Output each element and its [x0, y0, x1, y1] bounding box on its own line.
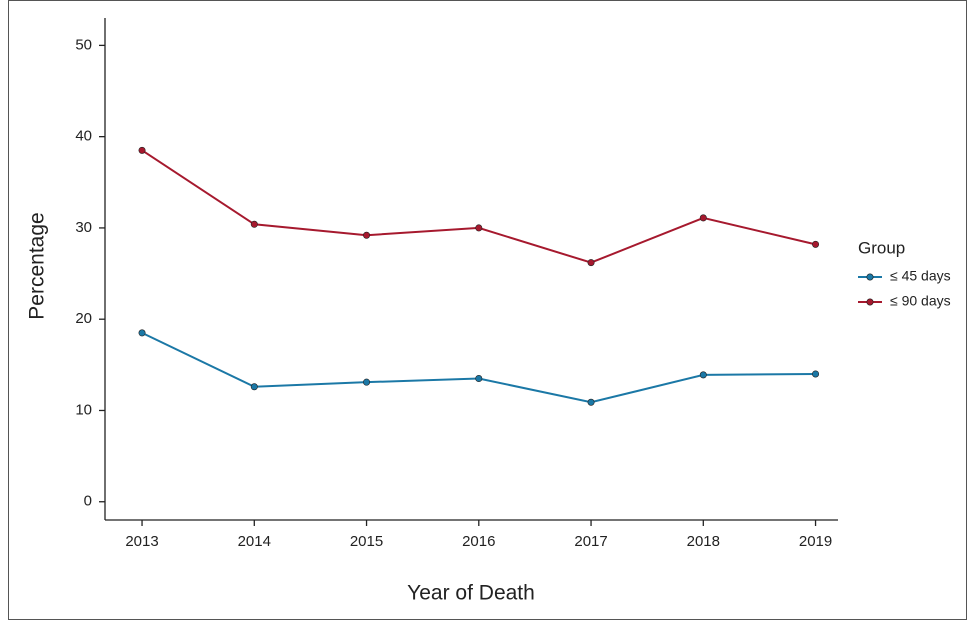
x-axis-title: Year of Death	[407, 582, 535, 605]
x-tick-label: 2013	[125, 533, 158, 550]
data-point	[475, 375, 483, 383]
legend-swatch-point	[866, 273, 874, 281]
x-tick-label: 2019	[799, 533, 832, 550]
y-tick-label: 10	[75, 401, 92, 418]
legend-title: Group	[858, 238, 905, 257]
data-point	[587, 259, 595, 267]
x-tick-label: 2015	[350, 533, 383, 550]
data-point	[250, 383, 258, 391]
data-point	[475, 224, 483, 232]
data-point	[699, 214, 707, 222]
data-point	[250, 220, 258, 228]
series-line	[141, 149, 816, 264]
x-tick-label: 2016	[462, 533, 495, 550]
x-tick-label: 2017	[574, 533, 607, 550]
data-point	[587, 398, 595, 406]
y-tick-label: 40	[75, 128, 92, 145]
y-tick-label: 20	[75, 310, 92, 327]
y-tick-label: 30	[75, 219, 92, 236]
legend-swatch-point	[866, 298, 874, 306]
y-tick-label: 0	[84, 493, 92, 510]
data-point	[699, 371, 707, 379]
y-tick-label: 50	[75, 36, 92, 53]
frame	[8, 0, 967, 620]
y-axis-title: Percentage	[26, 212, 49, 319]
x-tick-label: 2018	[687, 533, 720, 550]
data-point	[812, 370, 820, 378]
series-line	[141, 331, 816, 404]
data-point	[138, 329, 146, 337]
legend-label: ≤ 90 days	[890, 293, 951, 309]
legend-label: ≤ 45 days	[890, 268, 951, 284]
data-point	[363, 231, 371, 239]
x-tick-label: 2014	[238, 533, 271, 550]
data-point	[812, 240, 820, 248]
data-point	[363, 378, 371, 386]
data-point	[138, 146, 146, 154]
